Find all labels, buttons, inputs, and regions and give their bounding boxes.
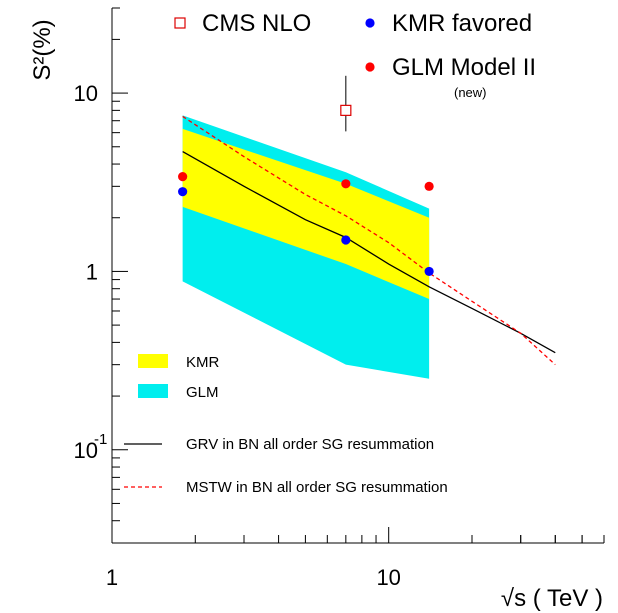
legend-band-swatch-glm: [138, 384, 168, 398]
legend-glm-model-ii-marker: [365, 62, 375, 72]
y-tick-label: 10: [74, 81, 98, 106]
legend-layer: CMS NLO KMR favored GLM Model II (new) KMR GL…: [124, 10, 536, 496]
legend-band-label: GLM: [186, 384, 219, 401]
y-axis-title: S²(%): [29, 19, 56, 80]
legend-top-label: GLM Model II: [392, 54, 536, 81]
bands-layer: [182, 115, 430, 379]
legend-top-label: KMR favored: [392, 10, 532, 37]
kmr-favored-point: [178, 187, 188, 197]
curves-layer: [182, 115, 556, 366]
y-tick-label: 1: [86, 259, 98, 284]
curve-mstw: [182, 115, 556, 366]
cms-nlo-point: [340, 104, 352, 116]
glm-model-ii-point: [424, 181, 434, 191]
legend-line-label: GRV in BN all order SG resummation: [186, 436, 434, 453]
y-tick-label: 10: [74, 438, 98, 463]
legend-line-label: MSTW in BN all order SG resummation: [186, 479, 448, 496]
glm-model-ii-point: [341, 179, 351, 189]
points-layer: [178, 75, 434, 277]
x-axis-title: √s ( TeV ): [501, 585, 603, 612]
x-tick-label: 1: [106, 565, 118, 590]
kmr-favored-point: [341, 235, 351, 245]
legend-kmr-favored-marker: [365, 18, 375, 28]
band-kmr: [182, 128, 430, 300]
legend-cms-nlo-marker: [174, 17, 186, 29]
glm-model-ii-point: [178, 172, 188, 182]
curve-grv: [182, 150, 556, 354]
x-tick-label: 10: [376, 565, 400, 590]
legend-note: (new): [454, 85, 487, 100]
legend-top-label: CMS NLO: [202, 10, 311, 37]
y-tick-exponent: -1: [94, 431, 107, 448]
kmr-favored-point: [424, 266, 434, 277]
legend-band-swatch-kmr: [138, 354, 168, 368]
legend-band-label: KMR: [186, 354, 220, 371]
